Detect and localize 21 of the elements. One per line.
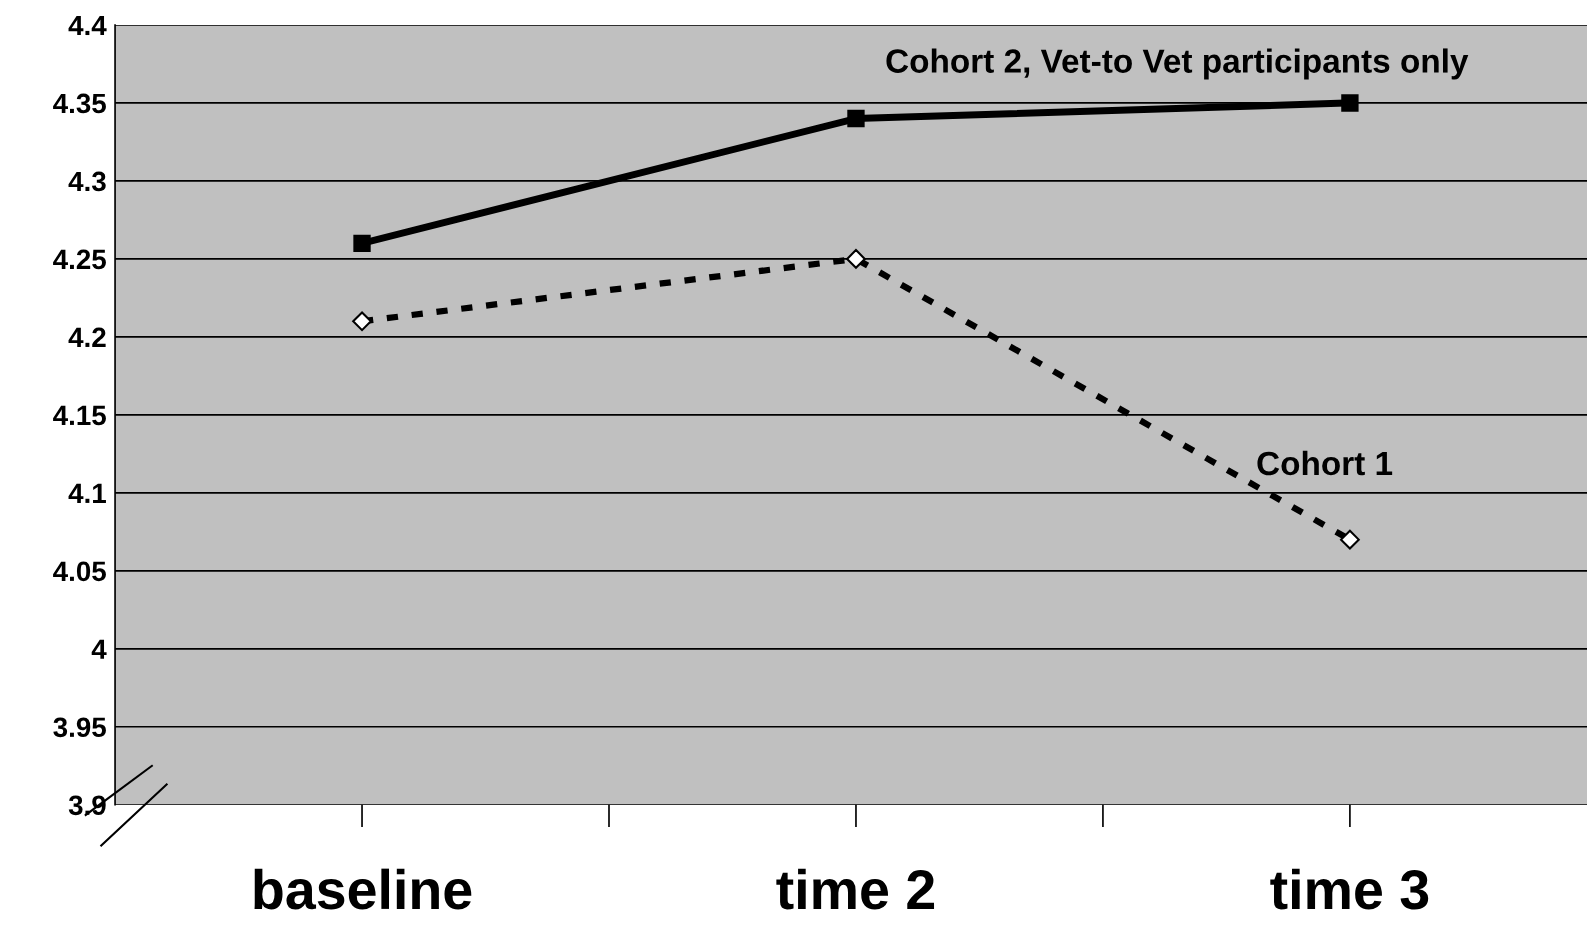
x-tick-label: baseline xyxy=(254,868,472,910)
y-tick-label: 4.3 xyxy=(68,171,106,192)
y-tick-label: 4 xyxy=(91,639,107,659)
point xyxy=(1340,529,1360,550)
x-tick-label: time 3 xyxy=(1270,868,1429,910)
point xyxy=(352,311,372,332)
y-tick-label: 3.95 xyxy=(53,717,106,738)
point xyxy=(353,234,371,252)
y-tick-label: 4.15 xyxy=(53,405,106,426)
y-tick-label: 4.05 xyxy=(53,561,106,582)
y-tick-label: 4.1 xyxy=(68,483,106,503)
y-tick-label: 4.25 xyxy=(53,249,106,270)
x-tick-label: time 2 xyxy=(776,868,935,910)
y-tick-label: 4.2 xyxy=(68,327,106,347)
series-label: Cohort 1 xyxy=(1257,450,1393,476)
series-label: Cohort 2, Vet-to Vet participants only xyxy=(886,48,1469,80)
point xyxy=(847,109,865,128)
point xyxy=(1341,94,1359,112)
y-tick-label: 4.35 xyxy=(53,93,106,114)
point xyxy=(846,249,866,269)
y-tick-label: 4.4 xyxy=(68,15,107,36)
